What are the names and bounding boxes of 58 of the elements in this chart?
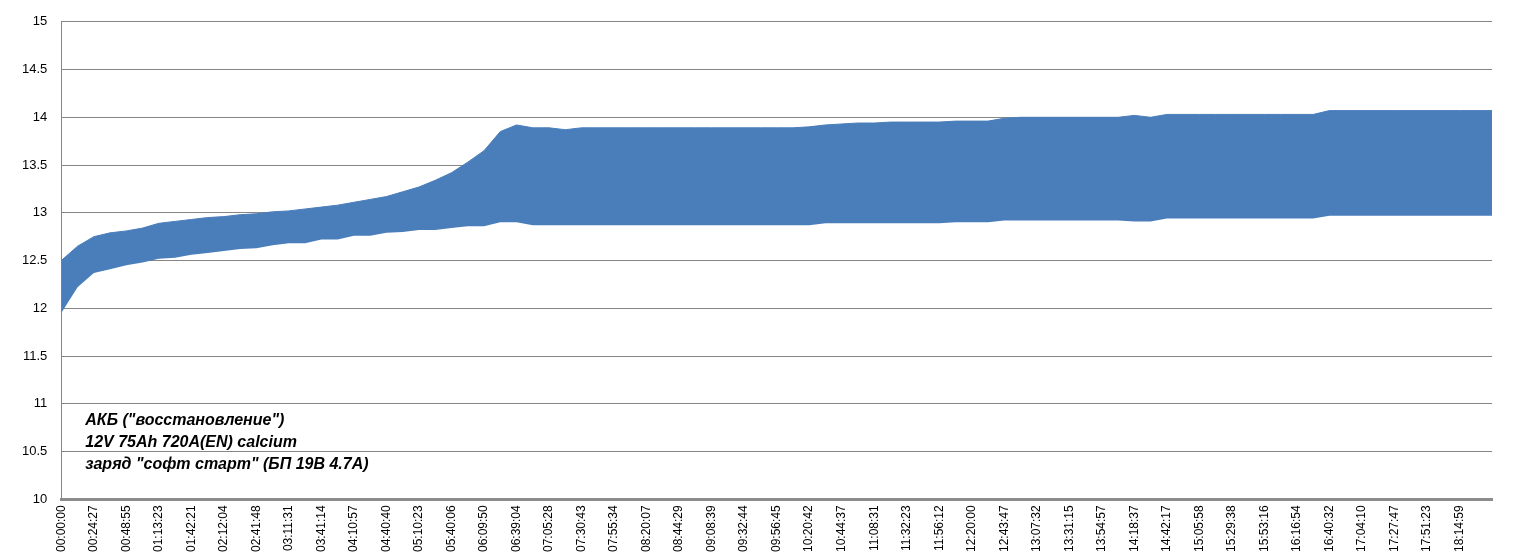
- x-tick-label: 16:40:32: [1321, 504, 1336, 553]
- x-tick-label: 11:56:12: [931, 504, 946, 552]
- y-tick-label: 14.5: [21, 61, 48, 77]
- x-tick-label: 09:32:44: [736, 504, 751, 553]
- x-tick-label: 13:07:32: [1029, 504, 1044, 553]
- x-tick-label: 11:08:31: [866, 504, 881, 552]
- x-tick-label: 10:44:37: [834, 504, 848, 553]
- x-tick-label: 13:54:57: [1094, 504, 1109, 553]
- x-tick-label: 02:41:48: [248, 504, 263, 553]
- x-tick-label: 08:44:29: [671, 504, 686, 553]
- x-tick-label: 06:09:50: [476, 504, 491, 553]
- x-tick-label: 17:27:47: [1386, 504, 1401, 553]
- x-tick-label: 04:10:57: [346, 504, 361, 553]
- y-tick-label: 13: [32, 204, 48, 220]
- x-tick-label: 17:04:10: [1354, 504, 1369, 553]
- x-tick-label: 01:42:21: [183, 504, 198, 553]
- x-tick-label: 05:40:06: [443, 504, 458, 553]
- x-tick-label: 09:08:39: [703, 504, 718, 553]
- x-tick-label: 12:20:00: [964, 504, 979, 553]
- x-tick-label: 00:48:55: [118, 504, 133, 553]
- x-tick-label: 16:16:54: [1289, 504, 1304, 553]
- x-tick-label: 08:20:07: [638, 504, 653, 553]
- y-tick-label: 15: [32, 13, 48, 29]
- x-tick-label: 04:40:40: [378, 504, 393, 553]
- x-tick-label: 15:53:16: [1256, 504, 1271, 553]
- x-tick-label: 01:13:23: [151, 504, 166, 553]
- annotation: 12V 75Ah 720A(EN) calcium: [85, 433, 297, 451]
- x-tick-label: 15:29:38: [1224, 504, 1239, 553]
- x-tick-label: 03:11:31: [281, 504, 296, 552]
- y-tick-label: 10: [32, 490, 48, 506]
- x-tick-label: 07:05:28: [541, 504, 556, 553]
- y-tick-label: 12: [32, 299, 48, 315]
- x-tick-label: 15:05:58: [1191, 504, 1206, 553]
- x-tick-label: 06:39:04: [508, 504, 523, 553]
- x-tick-label: 07:30:43: [573, 504, 588, 553]
- annotation: АКБ ("восстановление"): [84, 411, 285, 429]
- x-tick-label: 18:14:59: [1451, 504, 1466, 553]
- x-tick-label: 12:43:47: [996, 504, 1011, 553]
- y-tick-label: 12.5: [21, 252, 48, 268]
- annotation: заряд "софт старт" (БП 19В 4.7А): [85, 455, 369, 473]
- x-tick-label: 17:51:23: [1419, 504, 1434, 553]
- x-tick-label: 02:12:04: [216, 504, 231, 553]
- x-tick-label: 10:20:42: [801, 504, 816, 553]
- x-tick-label: 11:32:23: [899, 504, 914, 552]
- x-tick-label: 13:31:15: [1061, 504, 1076, 553]
- y-tick-label: 13.5: [21, 156, 48, 172]
- y-tick-label: 11: [33, 395, 48, 411]
- y-tick-label: 14: [32, 108, 48, 124]
- y-tick-label: 11.5: [22, 347, 48, 363]
- x-tick-label: 09:56:45: [768, 504, 783, 553]
- x-tick-label: 14:18:37: [1126, 504, 1141, 553]
- x-tick-label: 00:00:00: [53, 504, 68, 553]
- x-tick-label: 07:55:34: [606, 504, 621, 553]
- x-tick-label: 14:42:17: [1159, 504, 1174, 553]
- y-tick-label: 10.5: [21, 443, 48, 459]
- x-tick-label: 05:10:23: [411, 504, 426, 553]
- x-tick-label: 03:41:14: [313, 504, 328, 553]
- x-tick-label: 00:24:27: [86, 504, 101, 553]
